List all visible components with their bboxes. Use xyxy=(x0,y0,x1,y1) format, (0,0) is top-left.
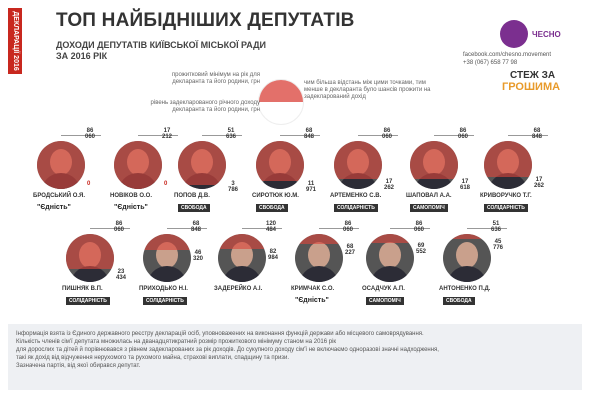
party-label: "Єдність" xyxy=(114,204,148,211)
deputy-name: ОСАДЧУК А.П. xyxy=(362,286,405,292)
party-label: СВОБОДА xyxy=(443,297,475,305)
legend-minimum-text: прожитковий мінімум на рік для декларант… xyxy=(171,72,260,85)
subsistence-value: 68 848 xyxy=(304,128,315,140)
income-value: 11 971 xyxy=(306,181,317,193)
party-label: СВОБОДА xyxy=(178,204,210,212)
side-label: ДЕКЛАРАЦІЇ 2016 xyxy=(12,11,19,71)
income-value: 69 552 xyxy=(416,243,427,255)
footer-line-3: для дорослих та дітей й порівнювався з р… xyxy=(16,347,439,353)
deputy-photo xyxy=(37,141,85,189)
deputy-name: ПОПОВ Д.В. xyxy=(174,193,210,199)
campaign-title-line-2: ГРОШИМА xyxy=(502,81,561,93)
subsistence-value: 86 060 xyxy=(85,128,96,140)
facebook-link[interactable]: facebook.com/chesno.movement xyxy=(463,52,552,58)
party-label: СОЛІДАРНІСТЬ xyxy=(334,204,378,212)
deputy-name: ПРИХОДЬКО Н.І. xyxy=(139,286,188,292)
income-value: 0 xyxy=(87,181,91,187)
party-label: СОЛІДАРНІСТЬ xyxy=(66,297,110,305)
deputy-name: ШАПОВАЛ А.А. xyxy=(406,193,452,199)
deputy-name: СИРОТЮК Ю.М. xyxy=(252,193,299,199)
subtitle-line-1: ДОХОДИ ДЕПУТАТІВ КИЇВСЬКОЇ МІСЬКОЇ РАДИ xyxy=(56,40,266,50)
campaign-title-line-1: СТЕЖ ЗА xyxy=(510,70,556,81)
deputy-name: НОВІКОВ О.О. xyxy=(110,193,152,199)
deputy-photo xyxy=(443,234,491,282)
party-label: "Єдність" xyxy=(37,204,71,211)
subsistence-value: 51 636 xyxy=(226,128,237,140)
party-label: СВОБОДА xyxy=(256,204,288,212)
legend-explanation-text: чим більша відстань між цими точками, ти… xyxy=(304,80,431,100)
subsistence-value: 86 060 xyxy=(343,221,354,233)
subsistence-value: 120 484 xyxy=(266,221,277,233)
income-value: 82 984 xyxy=(268,249,279,261)
party-label: "Єдність" xyxy=(295,297,329,304)
income-value: 3 786 xyxy=(228,181,239,193)
income-value: 45 776 xyxy=(493,239,504,251)
income-value: 23 434 xyxy=(116,269,127,281)
deputy-name: ЗАДЕРЕЙКО А.І. xyxy=(214,286,263,292)
subsistence-value: 51 636 xyxy=(491,221,502,233)
deputy-photo xyxy=(295,234,343,282)
party-label: САМОПОМІЧ xyxy=(410,204,448,212)
footer-notes: Інформація взята із Єдиного державного р… xyxy=(8,324,582,390)
deputy-photo xyxy=(334,141,382,189)
income-value: 46 320 xyxy=(193,250,204,262)
deputy-name: КРИМЧАК С.О. xyxy=(291,286,335,292)
deputy-photo xyxy=(66,234,114,282)
party-label: СОЛІДАРНІСТЬ xyxy=(484,204,528,212)
deputy-photo xyxy=(484,141,532,189)
income-value: 68 227 xyxy=(345,244,356,256)
logo-text: ЧЕСНО xyxy=(532,30,561,39)
subsistence-value: 68 848 xyxy=(532,128,543,140)
page-title: ТОП НАЙБІДНІШИХ ДЕПУТАТІВ xyxy=(56,10,355,31)
subtitle-line-2: ЗА 2016 РІК xyxy=(56,51,108,61)
footer-line-1: Інформація взята із Єдиного державного р… xyxy=(16,331,424,337)
side-band: ДЕКЛАРАЦІЇ 2016 xyxy=(8,8,22,74)
deputy-photo xyxy=(218,234,266,282)
deputy-name: АНТОНЕНКО П.Д. xyxy=(439,286,491,292)
deputy-name: ПИШНЯК В.П. xyxy=(62,286,103,292)
deputy-photo xyxy=(366,234,414,282)
subsistence-value: 68 848 xyxy=(191,221,202,233)
income-value: 17 618 xyxy=(460,179,471,191)
subsistence-value: 86 060 xyxy=(458,128,469,140)
subsistence-value: 86 060 xyxy=(382,128,393,140)
deputy-photo xyxy=(256,141,304,189)
subsistence-value: 86 060 xyxy=(414,221,425,233)
deputy-photo xyxy=(178,141,226,189)
footer-line-4: такі як дохід від відчуження нерухомого … xyxy=(16,355,290,361)
income-value: 17 262 xyxy=(534,177,545,189)
deputy-photo xyxy=(410,141,458,189)
subsistence-value: 86 060 xyxy=(114,221,125,233)
party-label: СОЛІДАРНІСТЬ xyxy=(143,297,187,305)
deputy-name: БРОДСЬКИЙ О.Я. xyxy=(33,193,86,199)
legend-income-text: рівень задекларованого річного доходу де… xyxy=(150,100,260,113)
deputy-name: КРИВОРУЧКО Т.Г. xyxy=(480,193,532,199)
subsistence-value: 17 212 xyxy=(162,128,173,140)
deputy-name: АРТЕМЕНКО С.В. xyxy=(330,193,382,199)
income-value: 0 xyxy=(164,181,168,187)
footer-line-5: Зазначена партія, від якої обирався депу… xyxy=(16,363,141,369)
party-label: САМОПОМІЧ xyxy=(366,297,404,305)
deputy-photo xyxy=(143,234,191,282)
chesno-logo-icon xyxy=(500,20,528,48)
page-subtitle: ДОХОДИ ДЕПУТАТІВ КИЇВСЬКОЇ МІСЬКОЇ РАДИ … xyxy=(56,40,316,62)
phone-number: +38 (067) 658 77 98 xyxy=(463,60,518,66)
legend-circle xyxy=(258,79,304,125)
contacts: facebook.com/chesno.movement +38 (067) 6… xyxy=(463,51,551,67)
deputy-photo xyxy=(114,141,162,189)
footer-line-2: Кількість членів сім'ї депутата множилас… xyxy=(16,339,337,345)
income-value: 17 262 xyxy=(384,179,395,191)
